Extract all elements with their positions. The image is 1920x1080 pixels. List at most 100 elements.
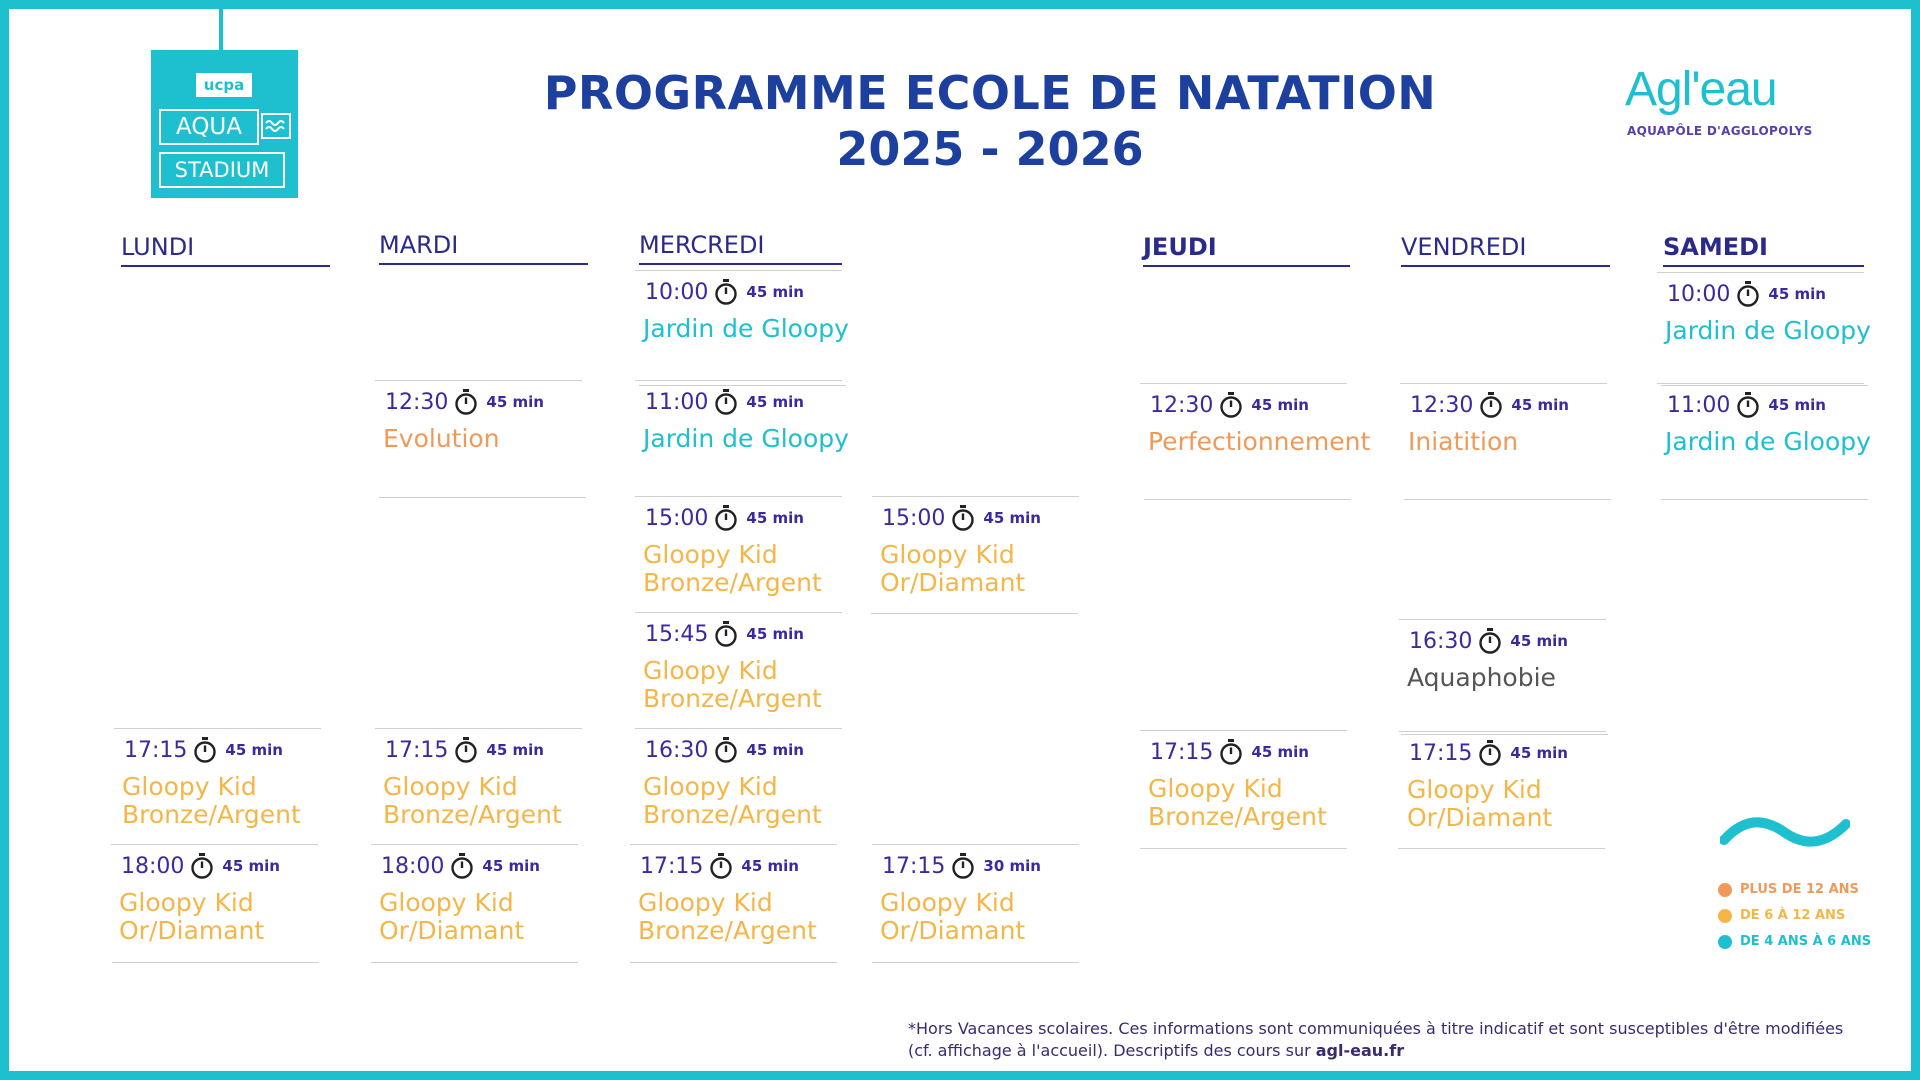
session-name: Gloopy Kid Or/Diamant — [880, 540, 1026, 597]
day-underline — [639, 263, 842, 265]
slot-separator — [1399, 731, 1606, 732]
session-duration: 45 min — [983, 509, 1041, 527]
slot-separator — [1140, 848, 1347, 849]
session-duration: 45 min — [222, 857, 280, 875]
slot-separator — [1398, 848, 1605, 849]
stopwatch-icon — [1478, 628, 1502, 654]
session-time-row: 12:30 45 min — [1410, 392, 1569, 418]
legend-label: DE 6 À 12 ANS — [1740, 908, 1846, 923]
stopwatch-icon — [714, 389, 738, 415]
stopwatch-icon — [1219, 392, 1243, 418]
session-time: 18:00 — [381, 853, 445, 879]
session-name: Gloopy Kid Bronze/Argent — [643, 656, 822, 713]
session-time-row: 16:30 45 min — [1409, 628, 1568, 654]
session-time-row: 15:00 45 min — [645, 505, 804, 531]
logo-stadium-text: STADIUM — [159, 152, 285, 188]
slot-separator — [375, 728, 582, 729]
stopwatch-icon — [1478, 740, 1502, 766]
slot-separator — [111, 844, 318, 845]
session-time: 17:15 — [1150, 739, 1214, 765]
stopwatch-icon — [951, 505, 975, 531]
website-link[interactable]: agl-eau.fr — [1315, 1041, 1405, 1060]
logo-hanger — [219, 0, 223, 52]
session-duration: 45 min — [225, 741, 283, 759]
aqua-stadium-logo: ucpa AQUA STADIUM — [151, 50, 298, 198]
session-time: 17:15 — [1409, 740, 1473, 766]
slot-separator — [872, 962, 1079, 963]
day-mardi: MARDI — [379, 231, 588, 265]
day-underline — [121, 265, 330, 267]
session-time: 12:30 — [1150, 392, 1214, 418]
agleau-logo: Agl'eau — [1625, 63, 1778, 116]
session-time: 15:00 — [645, 505, 709, 531]
legend-label: DE 4 ANS À 6 ANS — [1740, 934, 1872, 949]
session-duration: 45 min — [1768, 396, 1826, 414]
stopwatch-icon — [709, 853, 733, 879]
session-time-row: 12:30 45 min — [385, 389, 544, 415]
slot-separator — [1657, 383, 1864, 384]
stopwatch-icon — [454, 737, 478, 763]
slot-separator — [371, 962, 578, 963]
session-time-row: 17:15 45 min — [124, 737, 283, 763]
day-samedi: SAMEDI — [1663, 233, 1864, 267]
session-time-row: 11:00 45 min — [645, 389, 804, 415]
stopwatch-icon — [714, 279, 738, 305]
day-label: VENDREDI — [1401, 233, 1527, 261]
legend-dot — [1718, 934, 1732, 949]
session-name: Gloopy Kid Bronze/Argent — [643, 540, 822, 597]
session-name: Jardin de Gloopy — [643, 314, 849, 343]
session-name: Gloopy Kid Bronze/Argent — [1148, 774, 1327, 831]
slot-separator — [635, 612, 842, 613]
session-time: 15:00 — [882, 505, 946, 531]
footnote-text: *Hors Vacances scolaires. Ces informatio… — [908, 1019, 1844, 1060]
session-duration: 45 min — [1251, 396, 1309, 414]
session-duration: 45 min — [1511, 396, 1569, 414]
day-label: LUNDI — [121, 233, 195, 261]
day-underline — [1663, 265, 1864, 267]
stopwatch-icon — [190, 853, 214, 879]
slot-separator — [1661, 385, 1868, 386]
slot-separator — [1661, 499, 1868, 500]
session-duration: 45 min — [746, 393, 804, 411]
slot-separator — [872, 496, 1079, 497]
session-duration: 45 min — [486, 741, 544, 759]
session-time-row: 17:15 45 min — [640, 853, 799, 879]
session-time: 16:30 — [1409, 628, 1473, 654]
session-time-row: 18:00 45 min — [121, 853, 280, 879]
session-name: Jardin de Gloopy — [1665, 316, 1871, 345]
slot-separator — [1144, 499, 1351, 500]
session-duration: 45 min — [1510, 744, 1568, 762]
session-time: 17:15 — [385, 737, 449, 763]
session-time: 11:00 — [1667, 392, 1731, 418]
session-time: 12:30 — [385, 389, 449, 415]
session-name: Jardin de Gloopy — [643, 424, 849, 453]
session-time: 10:00 — [645, 279, 709, 305]
session-time-row: 11:00 45 min — [1667, 392, 1826, 418]
slot-separator — [1399, 619, 1606, 620]
day-underline — [1401, 265, 1610, 267]
session-name: Jardin de Gloopy — [1665, 427, 1871, 456]
day-jeudi: JEUDI — [1143, 233, 1350, 267]
session-time-row: 12:30 45 min — [1150, 392, 1309, 418]
slot-separator — [639, 385, 846, 386]
session-duration: 30 min — [983, 857, 1041, 875]
day-label: MARDI — [379, 231, 459, 259]
session-duration: 45 min — [1768, 285, 1826, 303]
slot-separator — [630, 962, 837, 963]
day-lunday: LUNDI — [121, 233, 330, 267]
stopwatch-icon — [714, 505, 738, 531]
stopwatch-icon — [454, 389, 478, 415]
session-time: 17:15 — [882, 853, 946, 879]
session-time-row: 10:00 45 min — [1667, 281, 1826, 307]
session-duration: 45 min — [482, 857, 540, 875]
day-label: SAMEDI — [1663, 233, 1768, 261]
page-season: 2025 - 2026 — [836, 122, 1144, 176]
session-duration: 45 min — [746, 741, 804, 759]
slot-separator — [630, 844, 837, 845]
session-duration: 45 min — [486, 393, 544, 411]
stopwatch-icon — [714, 737, 738, 763]
session-duration: 45 min — [1251, 743, 1309, 761]
session-name: Iniatition — [1408, 427, 1519, 456]
legend-dot — [1718, 908, 1732, 923]
session-name: Perfectionnement — [1148, 427, 1371, 456]
